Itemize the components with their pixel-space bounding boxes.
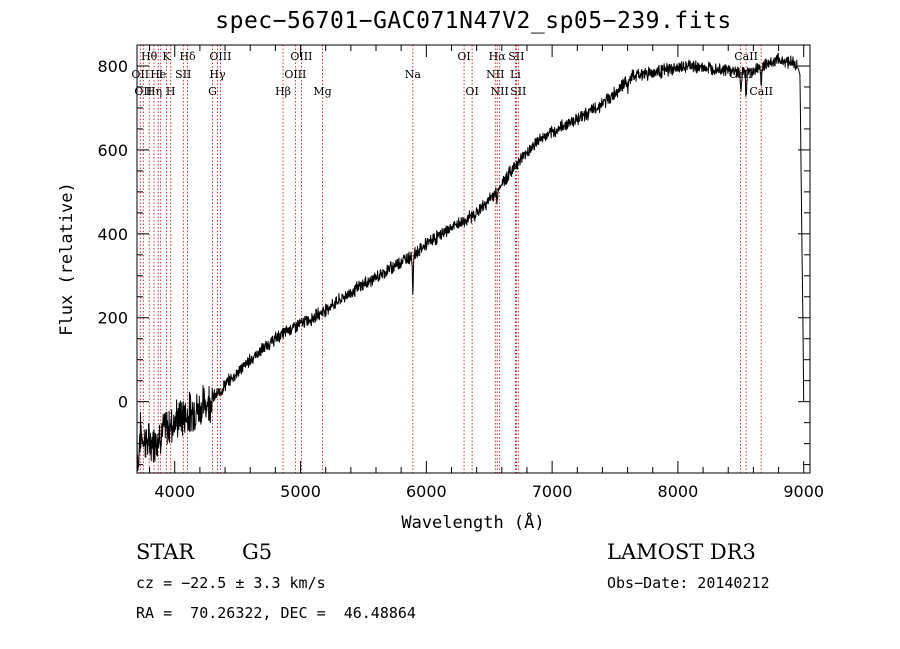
x-tick-label-6000: 6000 [406, 482, 447, 501]
line-label-22: NII [491, 85, 509, 98]
line-label-17: Na [405, 68, 422, 81]
plot-frame [136, 44, 811, 474]
x-tick-label-8000: 8000 [658, 482, 699, 501]
x-axis-label: Wavelength (Å) [401, 511, 544, 533]
redshift-cz: cz = −22.5 ± 3.3 km/s [136, 574, 326, 592]
y-tick-label-200: 200 [97, 309, 128, 328]
line-label-24: SII [508, 50, 524, 63]
line-label-21: Hα [489, 50, 507, 63]
line-label-12: OIII [209, 50, 231, 63]
y-tick-label-0: 0 [118, 393, 128, 412]
line-label-6: K [162, 50, 171, 63]
axis-tick-labels: 4000 5000 6000 7000 8000 9000 0 200 400 600 800 [97, 57, 824, 501]
line-label-16: Mg [313, 85, 331, 98]
subclass: G5 [242, 540, 273, 564]
object-class: STAR [136, 540, 195, 564]
line-label-8: SII [175, 68, 191, 81]
line-label-13: Hβ [275, 85, 291, 98]
x-tick-label-5000: 5000 [280, 482, 321, 501]
line-label-4: He [150, 68, 166, 81]
line-label-7: H [166, 85, 176, 98]
line-label-25: SII [510, 85, 526, 98]
sky-coordinates: RA = 70.26322, DEC = 46.48864 [136, 604, 416, 622]
line-label-18: OI [457, 50, 470, 63]
line-label-3: Hη [146, 85, 162, 98]
line-label-15: OIII [290, 50, 312, 63]
line-label-0: OII [131, 68, 149, 81]
emission-line-markers [139, 45, 762, 473]
x-tick-label-4000: 4000 [154, 482, 195, 501]
line-label-9: Hδ [179, 50, 196, 63]
line-label-27: CaII [734, 50, 758, 63]
line-label-14: OIII [284, 68, 306, 81]
spectrum-line [136, 52, 805, 471]
chart-title: spec−56701−GAC071N47V2_sp05−239.fits [215, 8, 732, 34]
y-axis-label: Flux (relative) [57, 182, 77, 336]
survey-name: LAMOST DR3 [607, 540, 756, 564]
axis-ticks [137, 45, 810, 473]
y-tick-label-800: 800 [97, 57, 128, 76]
line-label-10: G [208, 85, 217, 98]
line-label-19: OI [465, 85, 478, 98]
line-label-11: Hγ [209, 68, 226, 81]
line-label-23: Li [510, 68, 521, 81]
observation-date: Obs−Date: 20140212 [607, 574, 770, 592]
line-label-20: NII [486, 68, 504, 81]
line-label-5: I [159, 68, 163, 81]
x-tick-label-7000: 7000 [532, 482, 573, 501]
line-label-1: OII [134, 85, 152, 98]
line-label-28: CaII [749, 85, 773, 98]
x-tick-label-9000: 9000 [783, 482, 824, 501]
line-label-2: Hθ [141, 50, 158, 63]
y-tick-label-400: 400 [97, 225, 128, 244]
y-tick-label-600: 600 [97, 141, 128, 160]
